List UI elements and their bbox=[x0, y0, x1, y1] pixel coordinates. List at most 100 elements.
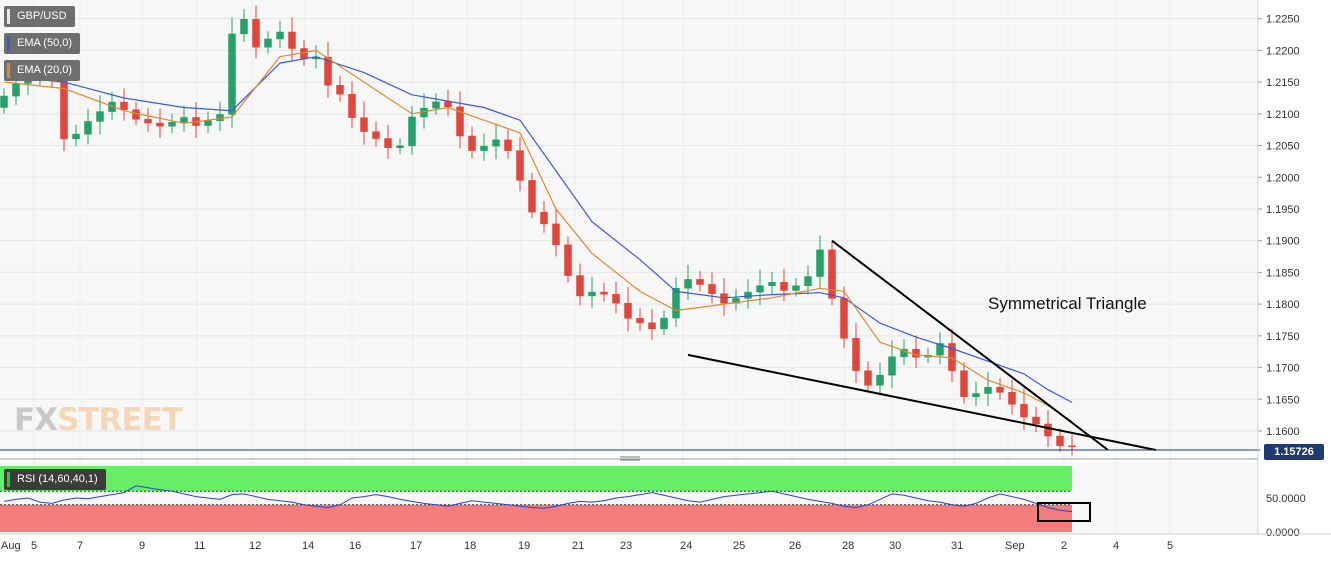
price-tick-label: 1.2050 bbox=[1266, 141, 1300, 153]
candle-body bbox=[852, 338, 860, 371]
candle-body bbox=[636, 318, 644, 324]
time-tick-label: 31 bbox=[951, 540, 963, 552]
time-tick-label: 17 bbox=[410, 540, 422, 552]
candle-body bbox=[864, 370, 872, 386]
time-tick-label: 9 bbox=[139, 540, 145, 552]
rsi-oversold-zone bbox=[0, 504, 1072, 532]
candle-body bbox=[684, 279, 692, 289]
rsi-tick-label: 0.0000 bbox=[1266, 527, 1300, 539]
candle-body bbox=[396, 145, 404, 149]
pattern-layer bbox=[687, 239, 1157, 451]
candle-body bbox=[840, 298, 848, 339]
price-tick-label: 1.1950 bbox=[1266, 204, 1300, 216]
symbol-tag[interactable]: GBP/USD bbox=[4, 6, 75, 27]
price-tick-label: 1.2150 bbox=[1266, 77, 1300, 89]
candle-body bbox=[708, 284, 716, 294]
candle-body bbox=[276, 31, 284, 40]
candle-body bbox=[600, 291, 608, 295]
time-tick-label: 4 bbox=[1113, 540, 1119, 552]
candle-body bbox=[1020, 404, 1028, 418]
candle-body bbox=[444, 101, 452, 108]
candle-body bbox=[696, 279, 704, 285]
candle-body bbox=[288, 31, 296, 49]
candle-body bbox=[900, 348, 908, 358]
ema20-line bbox=[3, 49, 1073, 423]
rsi-bands bbox=[0, 466, 1072, 532]
time-tick-label: 12 bbox=[249, 540, 261, 552]
candle-body bbox=[180, 117, 188, 123]
triangle-lower-line bbox=[687, 353, 1157, 451]
candle-body bbox=[624, 302, 632, 319]
candle-body bbox=[648, 322, 656, 330]
candle-body bbox=[492, 139, 500, 147]
rsi-layer bbox=[3, 485, 1073, 513]
candle-body bbox=[876, 374, 884, 386]
candle-body bbox=[480, 145, 488, 151]
candle-body bbox=[504, 139, 512, 151]
price-tick-label: 1.1850 bbox=[1266, 267, 1300, 279]
candle-body bbox=[360, 117, 368, 132]
candle-body bbox=[732, 298, 740, 304]
candle-body bbox=[1044, 423, 1052, 437]
candle-body bbox=[204, 120, 212, 126]
pattern-annotation: Symmetrical Triangle bbox=[988, 294, 1147, 313]
time-tick-label: 24 bbox=[680, 540, 692, 552]
candle-body bbox=[984, 386, 992, 394]
candle-body bbox=[1008, 392, 1016, 405]
price-tick-label: 1.2200 bbox=[1266, 45, 1300, 57]
price-tick-label: 1.1650 bbox=[1266, 394, 1300, 406]
candle-body bbox=[960, 370, 968, 397]
candle-body bbox=[168, 121, 176, 127]
candle-body bbox=[660, 317, 668, 330]
candle-body bbox=[672, 288, 680, 319]
time-tick-label: 19 bbox=[518, 540, 530, 552]
watermark-street: STREET bbox=[57, 402, 183, 438]
candle-body bbox=[564, 244, 572, 276]
candle-body bbox=[936, 343, 944, 356]
candle-body bbox=[1068, 445, 1076, 448]
candle-body bbox=[348, 93, 356, 118]
candle-body bbox=[780, 281, 788, 291]
time-tick-label: 30 bbox=[889, 540, 901, 552]
candle-body bbox=[792, 285, 800, 291]
candle-body bbox=[612, 294, 620, 304]
candle-body bbox=[828, 249, 836, 299]
candle-body bbox=[240, 19, 248, 35]
candle-body bbox=[744, 291, 752, 299]
ema20-tag[interactable]: EMA (20,0) bbox=[4, 60, 81, 81]
candle-layer bbox=[0, 5, 1076, 456]
time-tick-label: 2 bbox=[1061, 540, 1067, 552]
price-tick-label: 1.1700 bbox=[1266, 363, 1300, 375]
time-tick-label: 21 bbox=[572, 540, 584, 552]
candle-body bbox=[12, 83, 20, 97]
candle-body bbox=[768, 281, 776, 286]
candle-body bbox=[456, 106, 464, 137]
candle-body bbox=[804, 276, 812, 286]
time-tick-label: Aug bbox=[1, 540, 21, 552]
candle-body bbox=[576, 275, 584, 297]
time-tick-label: 5 bbox=[31, 540, 37, 552]
candle-body bbox=[0, 95, 8, 108]
rsi-tick-label: 50.0000 bbox=[1266, 493, 1306, 505]
price-tick-label: 1.2100 bbox=[1266, 109, 1300, 121]
candle-body bbox=[468, 135, 476, 151]
candle-body bbox=[756, 285, 764, 293]
price-tick-label: 1.1600 bbox=[1266, 426, 1300, 438]
time-tick-label: 18 bbox=[464, 540, 476, 552]
ema50-tag[interactable]: EMA (50,0) bbox=[4, 33, 81, 54]
candle-body bbox=[516, 150, 524, 181]
candle-body bbox=[552, 223, 560, 246]
time-tick-label: 14 bbox=[302, 540, 314, 552]
candle-body bbox=[264, 38, 272, 48]
time-tick-label: 5 bbox=[1167, 540, 1173, 552]
candle-body bbox=[300, 48, 308, 60]
candle-body bbox=[336, 85, 344, 95]
candle-body bbox=[96, 111, 104, 122]
candle-body bbox=[72, 133, 80, 140]
ema50-line bbox=[3, 56, 1073, 403]
candle-body bbox=[84, 121, 92, 135]
candle-body bbox=[144, 118, 152, 124]
panel-resize-handle[interactable] bbox=[620, 456, 640, 461]
rsi-tag[interactable]: RSI (14,60,40,1) bbox=[4, 469, 106, 490]
